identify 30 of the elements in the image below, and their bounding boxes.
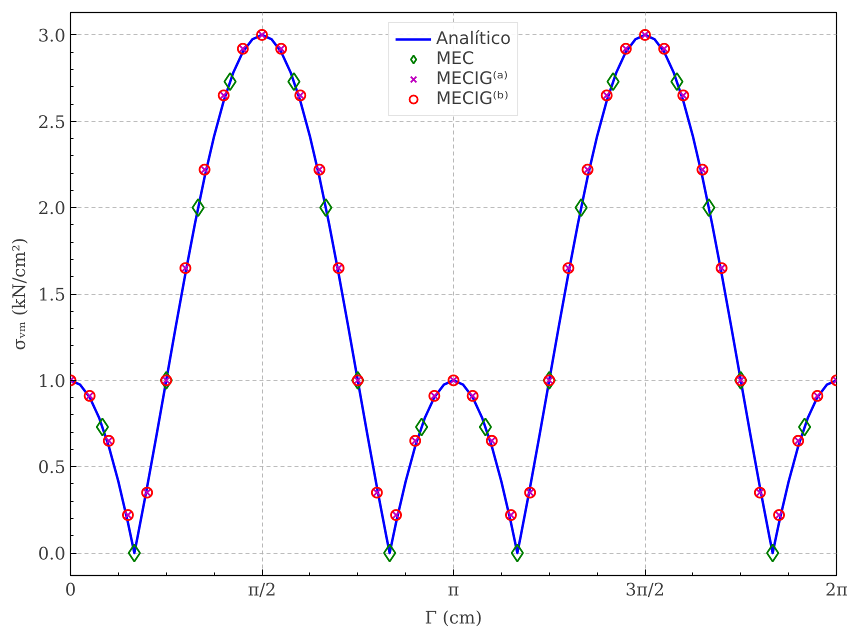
point (96, 418, 109, 436)
y-tick-label: 1.0 (38, 372, 66, 392)
x-tick-label: π (448, 580, 460, 600)
point (224, 72, 237, 91)
legend-label: Analítico (436, 29, 511, 49)
x-tick-label: 0 (64, 580, 76, 600)
x-tick-label: 2π (825, 580, 848, 600)
y-tick-label: 0.0 (38, 544, 66, 565)
y-axis-title: σᵥₘ (kN/cm²) (10, 238, 30, 350)
y-tick-label: 0.5 (38, 458, 66, 478)
y-tick-label: 1.5 (38, 286, 66, 306)
point (510, 544, 524, 562)
point (128, 544, 141, 562)
point (606, 72, 620, 91)
point (383, 544, 396, 562)
y-tick-label: 3.0 (38, 26, 66, 46)
y-tick-label: 2.0 (38, 199, 66, 220)
legend-label: MECIG⁽ᵇ⁾ (436, 89, 509, 109)
legend-label: MECIG⁽ᵃ⁾ (436, 69, 508, 89)
point (287, 72, 300, 91)
point (670, 72, 684, 91)
x-tick-label: 3π/2 (625, 580, 665, 600)
x-axis-title: Γ (cm) (424, 608, 482, 628)
point (766, 544, 780, 562)
legend-label: MEC (436, 49, 474, 69)
point (415, 418, 428, 436)
point (798, 418, 812, 436)
point (478, 418, 492, 436)
y-tick-label: 2.5 (38, 112, 66, 133)
x-tick-label: π/2 (248, 580, 276, 600)
